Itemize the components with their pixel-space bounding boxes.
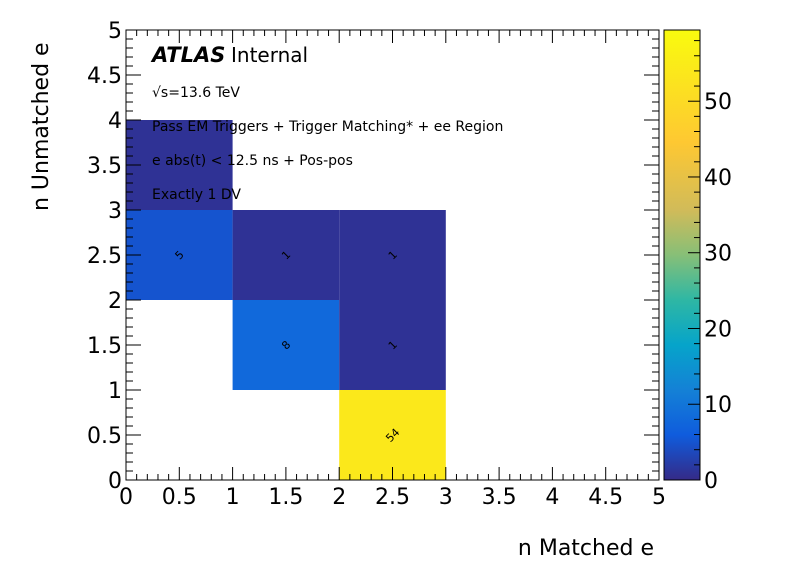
y-tick-label: 4.5: [87, 64, 122, 89]
x-tick-label: 3.5: [482, 485, 517, 510]
y-tick-label: 3: [108, 199, 122, 224]
x-tick-label: 4: [545, 485, 559, 510]
x-tick-label: 3: [439, 485, 453, 510]
energy-annotation: √s=13.6 TeV: [152, 85, 240, 101]
colorbar-tick-label: 50: [704, 90, 732, 115]
x-tick-label: 2.5: [375, 485, 410, 510]
y-tick-label: 2.5: [87, 244, 122, 269]
y-tick-label: 3.5: [87, 154, 122, 179]
dv-annotation: Exactly 1 DV: [152, 187, 241, 203]
y-tick-label: 2: [108, 289, 122, 314]
timing-annotation: e abs(t) < 12.5 ns + Pos-pos: [152, 153, 353, 169]
colorbar-gradient: [664, 30, 700, 480]
selection-annotation: Pass EM Triggers + Trigger Matching* + e…: [152, 119, 503, 135]
x-tick-label: 2: [332, 485, 346, 510]
y-tick-label: 4: [108, 109, 122, 134]
colorbar-tick-label: 30: [704, 242, 732, 267]
x-axis-title: n Matched e: [518, 536, 654, 561]
x-tick-label: 1: [226, 485, 240, 510]
colorbar-tick-label: 10: [704, 393, 732, 418]
y-tick-label: 1: [108, 379, 122, 404]
y-tick-label: 0: [108, 469, 122, 494]
colorbar-tick-label: 40: [704, 166, 732, 191]
x-tick-label: 1.5: [268, 485, 303, 510]
y-tick-label: 1.5: [87, 334, 122, 359]
x-tick-label: 5: [652, 485, 666, 510]
colorbar: 0 10 20 30 40 50: [664, 30, 732, 494]
y-axis-title: n Unmatched e: [29, 42, 54, 211]
y-tick-label: 0.5: [87, 424, 122, 449]
atlas-label: ATLAS: [150, 43, 225, 67]
y-tick-label: 5: [108, 19, 122, 44]
x-tick-label: 4.5: [588, 485, 623, 510]
colorbar-tick-label: 20: [704, 317, 732, 342]
x-tick-label: 0.5: [162, 485, 197, 510]
colorbar-tick-label: 0: [704, 469, 718, 494]
atlas-status-label: Internal: [231, 43, 308, 67]
